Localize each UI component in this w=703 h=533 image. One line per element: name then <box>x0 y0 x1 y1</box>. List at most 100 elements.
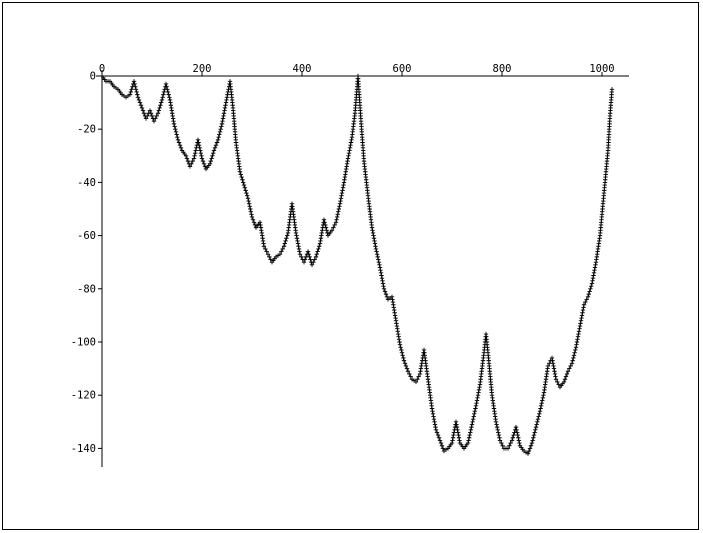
data-point <box>561 379 567 385</box>
data-point <box>299 254 304 260</box>
data-point <box>399 347 404 353</box>
data-point <box>201 161 207 166</box>
data-point <box>285 233 290 238</box>
data-point <box>416 374 421 379</box>
data-point <box>533 427 538 432</box>
data-point <box>317 244 322 249</box>
data-point <box>301 260 307 265</box>
data-point <box>415 377 420 382</box>
data-point <box>535 419 540 424</box>
data-point <box>143 116 149 121</box>
data-point <box>199 153 204 158</box>
data-point <box>383 291 389 297</box>
data-point <box>246 201 252 206</box>
data-point <box>494 424 500 430</box>
data-point <box>217 132 222 137</box>
data-point <box>338 196 344 201</box>
data-point <box>564 371 570 377</box>
data-point <box>551 363 556 369</box>
data-point <box>552 369 557 374</box>
data-point <box>183 153 189 158</box>
data-point <box>433 427 439 432</box>
data-point <box>404 366 410 371</box>
data-point <box>346 150 352 156</box>
data-point <box>513 424 519 430</box>
data-point <box>248 209 254 214</box>
data-point <box>189 161 194 166</box>
data-point <box>128 89 133 95</box>
data-point <box>133 87 139 92</box>
x-tick-label: 800 <box>493 63 512 75</box>
data-point <box>591 270 597 276</box>
data-point <box>438 440 444 446</box>
data-point <box>369 225 375 230</box>
data-point <box>192 153 197 158</box>
data-point <box>562 377 568 382</box>
data-point <box>451 432 456 438</box>
data-point <box>537 411 542 417</box>
data-point <box>540 395 546 401</box>
data-point <box>224 97 229 103</box>
data-point <box>574 342 579 347</box>
data-point <box>496 432 502 438</box>
data-point <box>536 414 541 419</box>
data-point <box>214 140 220 145</box>
data-point <box>525 451 531 456</box>
data-point <box>439 443 445 448</box>
data-point <box>193 148 198 153</box>
data-point <box>244 190 249 196</box>
data-point <box>284 236 289 241</box>
data-point <box>157 105 162 111</box>
data-point <box>509 438 515 443</box>
data-point <box>277 252 283 257</box>
data-point <box>345 156 351 161</box>
data-point <box>584 297 589 302</box>
data-point <box>141 111 147 116</box>
data-point <box>379 273 384 278</box>
data-point <box>547 361 552 366</box>
data-point <box>192 150 198 156</box>
data-point <box>528 443 534 448</box>
data-point <box>371 233 376 238</box>
data-point <box>375 254 380 260</box>
data-point <box>153 116 158 121</box>
data-point <box>592 265 598 270</box>
data-point <box>514 427 519 432</box>
data-point <box>147 108 153 113</box>
data-point <box>431 414 436 419</box>
data-point <box>467 432 472 438</box>
data-point <box>165 89 171 95</box>
data-point <box>586 291 591 297</box>
data-point <box>576 331 581 337</box>
x-tick-label: 0 <box>99 63 105 75</box>
data-point <box>371 236 377 241</box>
data-point <box>337 201 343 206</box>
data-point <box>376 260 382 265</box>
data-point <box>380 281 386 286</box>
data-point <box>437 438 443 443</box>
data-point <box>516 438 522 443</box>
data-point <box>552 371 558 377</box>
data-point <box>129 87 134 92</box>
scatter-chart: 0 200 400 600 800 1000 0 -20 -40 -60 -80 -100 -120 -… <box>71 63 629 467</box>
data-point <box>440 446 446 451</box>
data-point <box>173 129 179 135</box>
data-point <box>436 435 442 440</box>
data-point <box>474 400 479 406</box>
data-point <box>148 111 154 116</box>
data-point <box>237 169 243 174</box>
data-point <box>187 164 193 169</box>
data-point <box>295 241 301 246</box>
data-point <box>176 140 182 145</box>
data-point <box>136 97 142 103</box>
data-point <box>215 137 221 143</box>
data-point <box>571 355 576 361</box>
data-point <box>433 424 438 430</box>
y-tick-label: -100 <box>71 337 96 349</box>
data-point <box>374 249 379 254</box>
data-point <box>473 406 478 411</box>
data-point <box>400 353 405 358</box>
data-point <box>216 134 221 140</box>
data-point <box>198 150 204 156</box>
data-point <box>212 145 218 151</box>
